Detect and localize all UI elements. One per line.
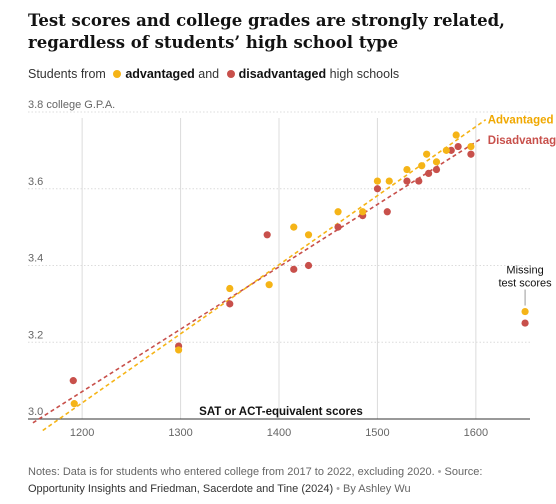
- data-point-disadvantaged: [290, 265, 298, 273]
- y-tick-label: 3.8 college G.P.A.: [28, 99, 115, 111]
- data-point-disadvantaged: [403, 177, 411, 185]
- legend-label-advantaged: advantaged: [125, 67, 195, 81]
- y-tick-label: 3.4: [28, 253, 43, 265]
- chart-title: Test scores and college grades are stron…: [28, 11, 505, 52]
- data-point-disadvantaged: [263, 231, 271, 239]
- data-point-disadvantaged: [226, 300, 234, 308]
- data-point-disadvantaged: [415, 177, 423, 185]
- y-tick-label: 3.6: [28, 176, 43, 188]
- data-point-disadvantaged: [334, 223, 342, 231]
- data-point-advantaged: [373, 177, 382, 185]
- legend-label-disadvantaged: disadvantaged: [238, 67, 327, 81]
- notes-text: Notes: Data is for students who entered …: [28, 466, 435, 478]
- legend-dot-disadvantaged: [226, 70, 235, 78]
- x-tick-label: 1400: [267, 427, 291, 439]
- data-point-disadvantaged: [425, 169, 433, 177]
- legend-joiner: and: [198, 67, 220, 81]
- source-text: Opportunity Insights and Friedman, Sacer…: [28, 483, 334, 495]
- data-point-disadvantaged: [447, 146, 455, 154]
- data-point-advantaged: [467, 142, 475, 151]
- data-point-advantaged: [290, 223, 298, 231]
- data-point-advantaged: [175, 346, 183, 354]
- data-point-disadvantaged: [454, 142, 462, 151]
- trend-label-advantaged: Advantaged: [488, 115, 554, 127]
- x-tick-label: 1300: [168, 427, 192, 439]
- data-point-disadvantaged: [373, 185, 382, 193]
- data-point-advantaged: [442, 146, 450, 154]
- legend-prefix: Students from: [28, 67, 106, 81]
- data-point-disadvantaged: [467, 150, 475, 158]
- annotation-missing-line2: test scores: [498, 278, 552, 290]
- data-point-advantaged: [423, 150, 431, 158]
- data-point-disadvantaged: [304, 261, 313, 270]
- annotation-missing-line1: Missing: [506, 265, 543, 277]
- legend-dot-advantaged: [113, 70, 122, 78]
- data-point-advantaged: [385, 177, 393, 185]
- data-point-advantaged: [359, 208, 367, 216]
- x-tick-label: 1500: [365, 427, 389, 439]
- data-point-advantaged: [226, 284, 234, 293]
- trend-line-advantaged: [42, 119, 487, 432]
- missing-score-point-advantaged: [521, 307, 529, 316]
- data-point-advantaged: [418, 162, 426, 170]
- notes: Notes: Data is for students who entered …: [28, 466, 483, 495]
- data-point-advantaged: [70, 400, 78, 408]
- data-point-advantaged: [452, 131, 460, 139]
- data-point-advantaged: [334, 208, 342, 216]
- data-point-advantaged: [432, 158, 441, 166]
- data-point-disadvantaged: [383, 208, 391, 216]
- x-tick-label: 1200: [70, 427, 94, 439]
- y-tick-label: 3.2: [28, 329, 43, 341]
- trend-label-disadvantaged: Disadvantaged: [488, 135, 556, 147]
- missing-score-point-disadvantaged: [521, 319, 529, 327]
- x-axis-label: SAT or ACT-equivalent scores: [199, 406, 363, 418]
- legend-suffix: high schools: [329, 67, 400, 81]
- y-tick-label: 3.0: [28, 406, 43, 418]
- data-point-advantaged: [304, 231, 313, 239]
- byline: By Ashley Wu: [342, 483, 411, 495]
- data-point-disadvantaged: [432, 165, 441, 174]
- legend: Students from advantaged and disadvantag…: [28, 67, 399, 81]
- x-tick-label: 1600: [464, 427, 488, 439]
- data-point-advantaged: [265, 281, 273, 289]
- scatter-chart: 3.0 3.2 3.4 3.6 3.8 college G.P.A. 1200 1300 14…: [28, 99, 556, 439]
- source-label: Source:: [444, 466, 483, 478]
- data-point-advantaged: [403, 165, 411, 174]
- data-point-disadvantaged: [69, 377, 77, 385]
- trend-line-disadvantaged: [32, 138, 482, 424]
